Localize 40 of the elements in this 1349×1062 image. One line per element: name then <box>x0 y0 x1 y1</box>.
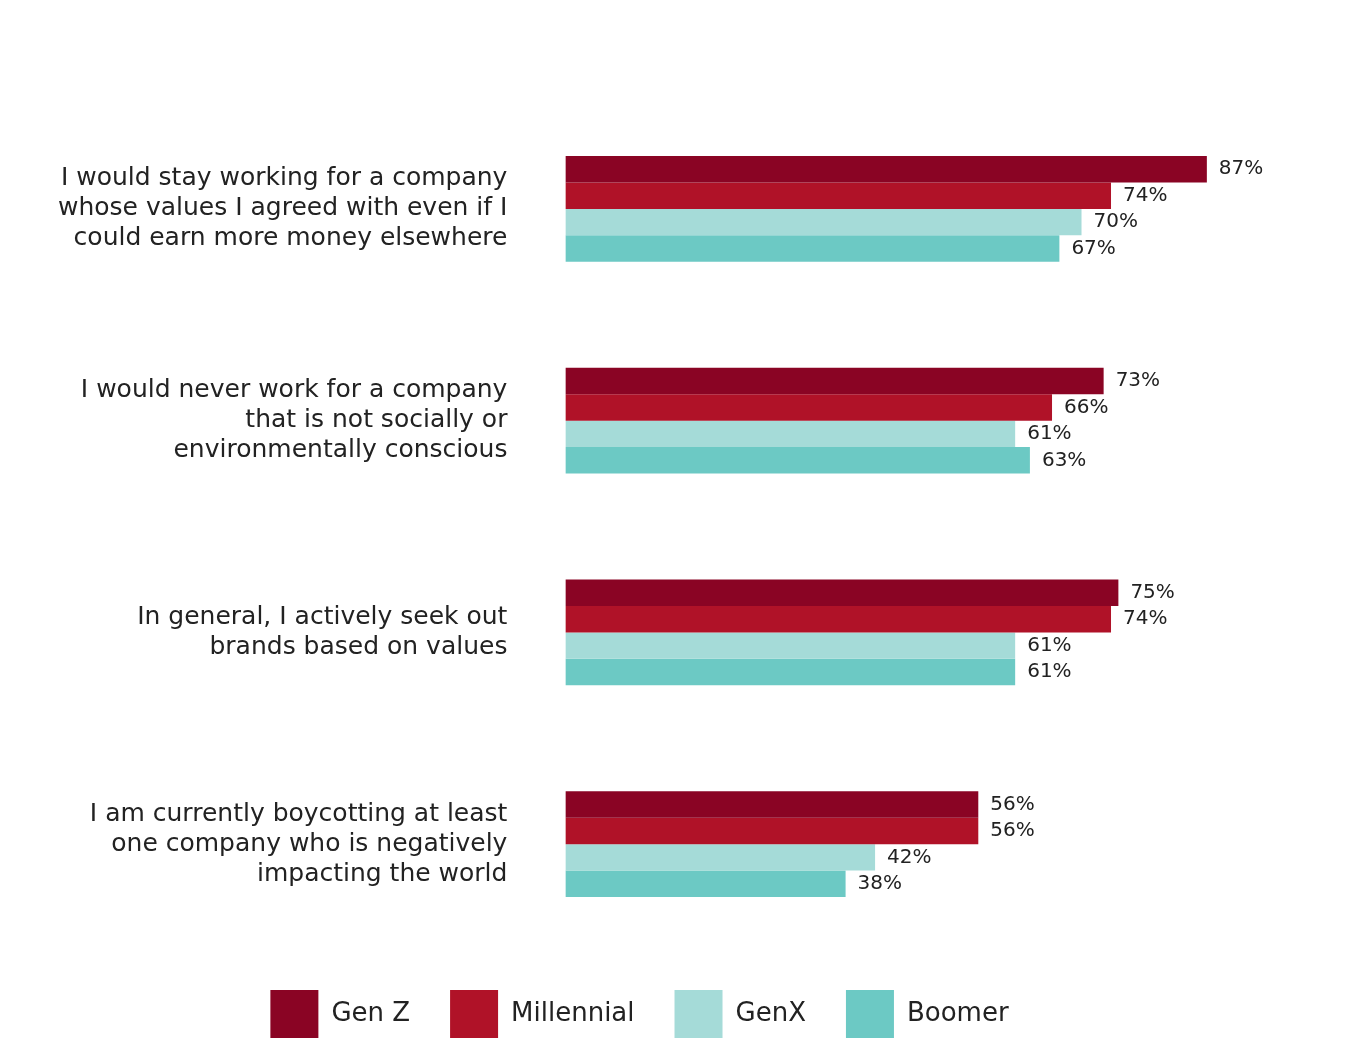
bar <box>565 155 1207 183</box>
bar <box>565 605 1112 633</box>
bar <box>565 579 1119 606</box>
y-tick-label: I would stay working for a company whose values I agreed with even if I could earn more money elsewhere <box>57 162 508 252</box>
data-label: 42% <box>887 843 932 868</box>
data-label: 75% <box>1130 578 1175 603</box>
bar <box>565 817 979 845</box>
data-label: 38% <box>857 870 903 895</box>
data-label: 74% <box>1123 181 1168 206</box>
bar <box>565 658 1016 686</box>
data-label: 87% <box>1218 155 1264 180</box>
legend-label: Millennial <box>511 996 635 1027</box>
bar <box>565 367 1104 395</box>
data-label: 61% <box>1027 658 1072 683</box>
y-tick-label: I am currently boycotting at least one company who is negatively impacting the world <box>89 797 508 887</box>
bar <box>565 447 1030 474</box>
bar <box>565 632 1016 659</box>
bar <box>565 844 876 871</box>
data-label: 61% <box>1027 420 1072 445</box>
data-label: 66% <box>1064 393 1109 418</box>
legend-label: GenX <box>735 996 806 1027</box>
data-label: 61% <box>1027 631 1072 656</box>
legend-label: Boomer <box>906 996 1009 1027</box>
bar <box>565 420 1016 448</box>
bar <box>565 870 846 898</box>
data-label: 70% <box>1093 208 1138 233</box>
data-label: 63% <box>1041 446 1087 471</box>
data-label: 56% <box>990 790 1035 815</box>
y-tick-label: I would never work for a company that is not socially or environmentally conscious <box>80 374 509 464</box>
bar <box>565 394 1053 421</box>
bar <box>565 791 979 818</box>
legend-label: Gen Z <box>331 996 411 1027</box>
bar <box>565 182 1112 209</box>
data-label: 56% <box>990 817 1035 842</box>
data-label: 67% <box>1071 234 1116 259</box>
y-tick-label: In general, I actively seek out brands based on values <box>137 600 508 660</box>
data-label: 73% <box>1115 367 1161 392</box>
bar <box>565 208 1082 236</box>
data-label: 74% <box>1123 605 1168 630</box>
bar <box>565 235 1060 262</box>
